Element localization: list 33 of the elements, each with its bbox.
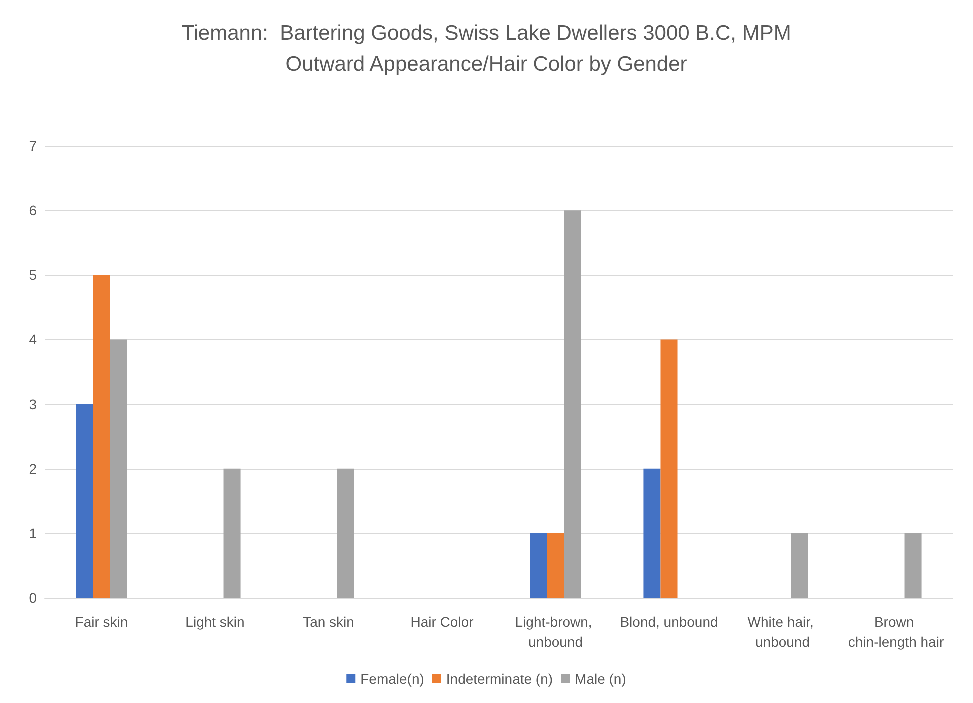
x-tick-label: Light skin xyxy=(186,614,245,630)
y-tick-label: 3 xyxy=(29,396,38,412)
y-tick-label: 5 xyxy=(29,267,38,284)
bar xyxy=(93,275,110,598)
bar xyxy=(76,404,94,598)
bar xyxy=(547,533,564,598)
bar xyxy=(110,340,128,598)
bar xyxy=(791,533,808,598)
y-tick-label: 1 xyxy=(29,525,38,542)
x-tick-label: Hair Color xyxy=(410,614,474,630)
legend-label: Female(n) xyxy=(360,671,424,687)
x-tick-label: Tan skin xyxy=(303,614,354,630)
bar xyxy=(224,468,241,598)
x-tick-label: Light-brown, unbound xyxy=(515,614,596,650)
x-tick-label: White hair, unbound xyxy=(748,614,818,650)
x-tick-label: Fair skin xyxy=(75,614,128,630)
x-tick-label: Brown chin-length hair xyxy=(848,614,944,650)
x-tick-label: Blond, unbound xyxy=(620,614,718,630)
bar xyxy=(660,340,678,598)
y-tick-label: 6 xyxy=(29,202,38,219)
bar xyxy=(904,533,922,598)
legend-label: Indeterminate (n) xyxy=(446,671,554,687)
bar xyxy=(337,468,354,598)
legend-label: Male (n) xyxy=(575,671,626,687)
bar xyxy=(564,210,582,598)
bar xyxy=(530,533,548,598)
y-tick-label: 2 xyxy=(29,460,38,477)
y-tick-label: 4 xyxy=(29,332,38,348)
y-tick-label: 7 xyxy=(29,138,38,154)
bar xyxy=(644,468,661,598)
chart-title: Tiemann: Bartering Goods, Swiss Lake Dwellers 3000 B.C, MPM xyxy=(182,22,792,45)
y-tick-label: 0 xyxy=(29,590,38,606)
chart-subtitle: Outward Appearance/Hair Color by Gender xyxy=(286,53,688,76)
